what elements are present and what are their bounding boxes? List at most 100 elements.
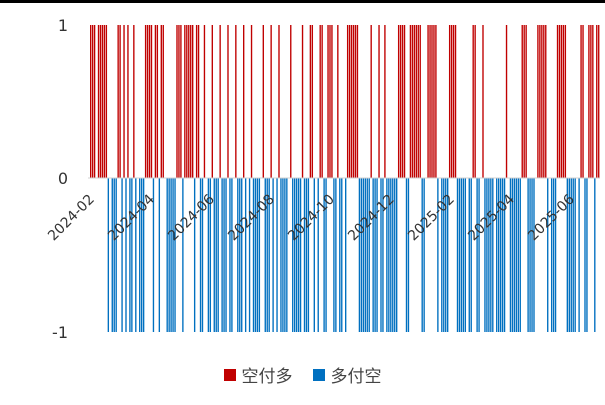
bar-short-pays-long xyxy=(99,25,102,178)
bar-long-pays-short xyxy=(492,178,494,332)
bar-long-pays-short xyxy=(295,178,298,332)
bar-short-pays-long xyxy=(188,25,190,178)
bar-long-pays-short xyxy=(470,178,472,332)
bar-short-pays-long xyxy=(558,25,561,178)
bar-short-pays-long xyxy=(399,25,402,178)
bar-long-pays-short xyxy=(333,178,335,332)
bar-long-pays-short xyxy=(568,178,570,332)
bar-short-pays-long xyxy=(401,25,404,178)
bar-short-pays-long xyxy=(564,25,567,178)
bar-long-pays-short xyxy=(115,178,117,332)
bar-long-pays-short xyxy=(362,178,365,332)
bar-short-pays-long xyxy=(350,25,353,178)
bar-short-pays-long xyxy=(413,25,416,178)
bar-long-pays-short xyxy=(229,178,231,332)
bar-long-pays-short xyxy=(392,178,394,332)
bar-long-pays-short xyxy=(586,178,588,332)
bar-short-pays-long xyxy=(311,25,314,178)
bar-short-pays-long xyxy=(178,25,180,178)
bar-long-pays-short xyxy=(313,178,315,332)
bar-short-pays-long xyxy=(560,25,563,178)
bar-short-pays-long xyxy=(582,25,584,178)
bar-short-pays-long xyxy=(146,25,149,178)
bar-long-pays-short xyxy=(135,178,137,332)
bar-long-pays-short xyxy=(125,178,127,332)
bar-short-pays-long xyxy=(319,25,321,178)
bar-long-pays-short xyxy=(584,178,586,332)
bar-short-pays-long xyxy=(427,25,429,178)
bar-long-pays-short xyxy=(394,178,396,332)
bar-long-pays-short xyxy=(264,178,266,332)
bar-long-pays-short xyxy=(215,178,217,332)
bar-short-pays-long xyxy=(505,25,508,178)
bar-short-pays-long xyxy=(150,25,153,178)
bar-long-pays-short xyxy=(217,178,219,332)
bar-short-pays-long xyxy=(592,25,594,178)
bar-long-pays-short xyxy=(368,178,370,332)
bar-short-pays-long xyxy=(415,25,417,178)
bar-short-pays-long xyxy=(127,25,129,178)
bar-short-pays-long xyxy=(301,25,304,178)
bar-short-pays-long xyxy=(431,25,433,178)
bar-long-pays-short xyxy=(462,178,465,332)
bar-long-pays-short xyxy=(550,178,553,332)
bar-long-pays-short xyxy=(113,178,115,332)
bar-short-pays-long xyxy=(327,25,329,178)
bar-long-pays-short xyxy=(499,178,502,332)
bar-long-pays-short xyxy=(372,178,374,332)
bar-long-pays-short xyxy=(511,178,514,332)
bar-long-pays-short xyxy=(456,178,459,332)
bar-long-pays-short xyxy=(258,178,261,332)
bar-long-pays-short xyxy=(552,178,555,332)
bar-long-pays-short xyxy=(396,178,398,332)
bar-long-pays-short xyxy=(488,178,490,332)
x-tick-label: 2024-02 xyxy=(45,192,98,245)
bar-long-pays-short xyxy=(292,178,294,332)
bar-long-pays-short xyxy=(201,178,204,332)
bar-short-pays-long xyxy=(156,25,159,178)
bar-long-pays-short xyxy=(199,178,202,332)
bar-short-pays-long xyxy=(521,25,523,178)
bar-long-pays-short xyxy=(358,178,361,332)
bar-long-pays-short xyxy=(244,178,247,332)
bar-long-pays-short xyxy=(237,178,239,332)
bar-long-pays-short xyxy=(231,178,233,332)
bar-long-pays-short xyxy=(531,178,533,332)
bar-long-pays-short xyxy=(554,178,557,332)
legend-swatch-red xyxy=(223,368,236,381)
legend-item-short-pays-long: 空付多 xyxy=(223,362,293,387)
bar-long-pays-short xyxy=(272,178,274,332)
bar-long-pays-short xyxy=(341,178,343,332)
bar-long-pays-short xyxy=(107,178,110,332)
bar-long-pays-short xyxy=(578,178,580,332)
bar-short-pays-long xyxy=(329,25,331,178)
bar-long-pays-short xyxy=(443,178,445,332)
bar-short-pays-long xyxy=(117,25,119,178)
bar-long-pays-short xyxy=(213,178,215,332)
bar-long-pays-short xyxy=(509,178,512,332)
bar-short-pays-long xyxy=(337,25,339,178)
bar-short-pays-long xyxy=(411,25,414,178)
bar-long-pays-short xyxy=(484,178,486,332)
bar-short-pays-long xyxy=(384,25,386,178)
bar-short-pays-long xyxy=(90,25,92,178)
bar-long-pays-short xyxy=(527,178,529,332)
bar-short-pays-long xyxy=(596,25,598,178)
bar-short-pays-long xyxy=(154,25,157,178)
y-tick-label: 0 xyxy=(58,169,68,188)
bar-short-pays-long xyxy=(186,25,188,178)
bar-long-pays-short xyxy=(282,178,284,332)
bar-long-pays-short xyxy=(121,178,123,332)
bar-long-pays-short xyxy=(131,178,133,332)
bar-short-pays-long xyxy=(160,25,162,178)
top-border xyxy=(0,0,605,3)
bar-short-pays-long xyxy=(525,25,527,178)
bar-short-pays-long xyxy=(93,25,96,178)
bar-long-pays-short xyxy=(421,178,423,332)
bar-long-pays-short xyxy=(388,178,390,332)
bar-long-pays-short xyxy=(464,178,467,332)
bar-long-pays-short xyxy=(533,178,535,332)
bar-long-pays-short xyxy=(503,178,506,332)
bar-short-pays-long xyxy=(180,25,182,178)
